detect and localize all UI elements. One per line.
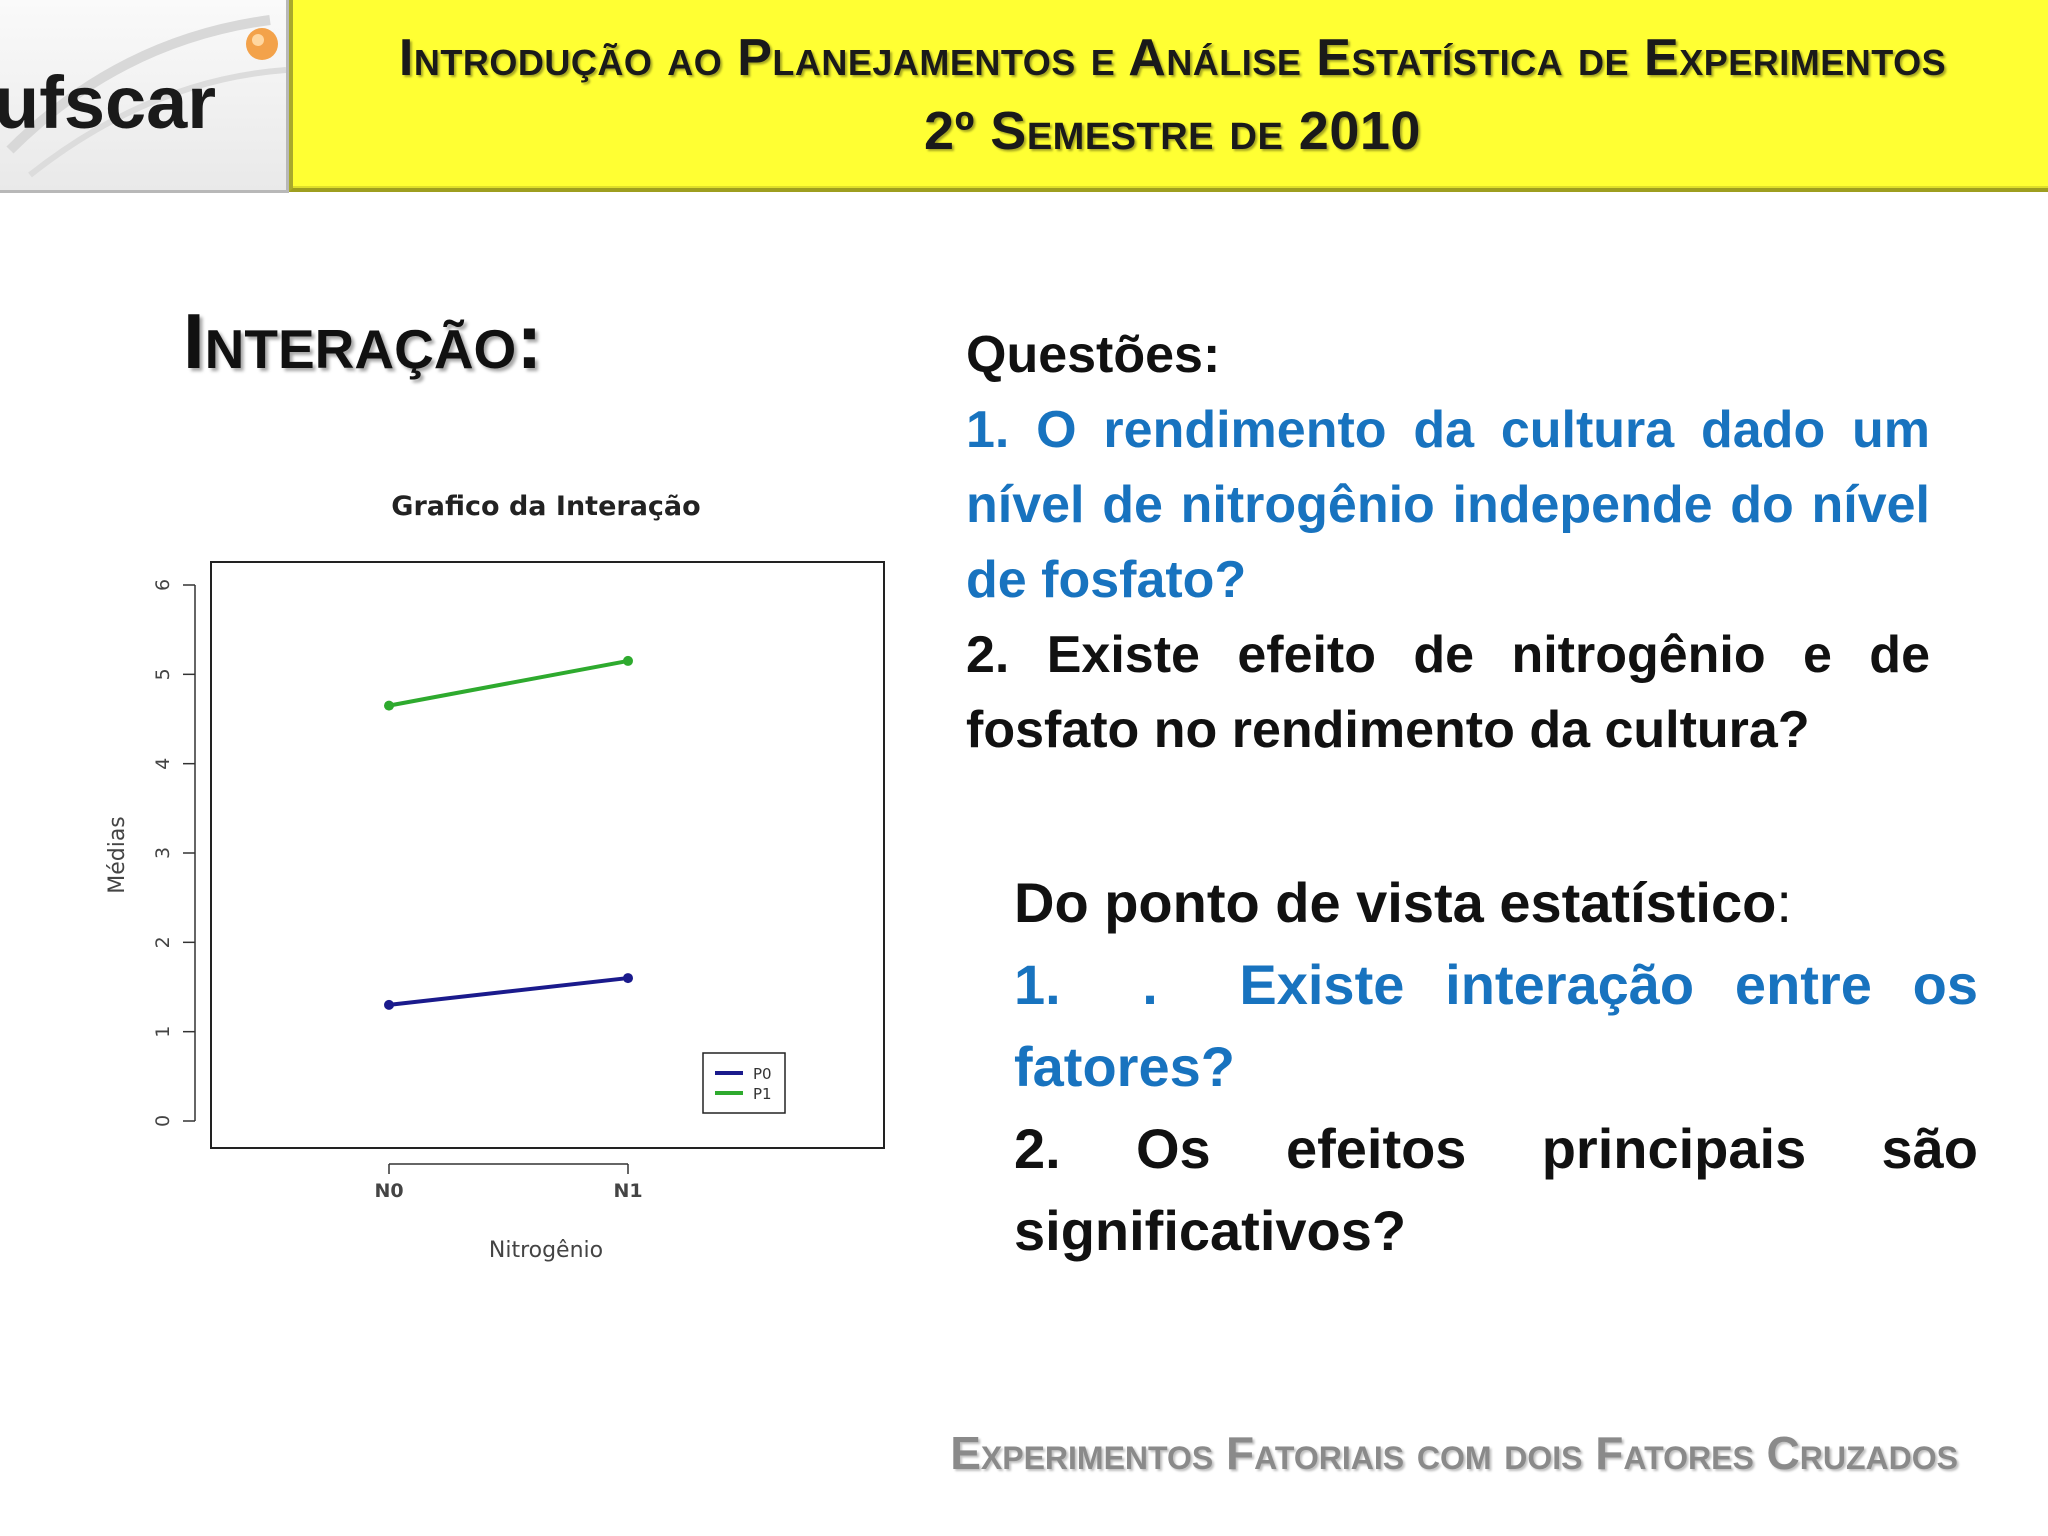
semester-title: 2º Semestre de 2010 [924, 101, 1421, 161]
question-2: 2. Existe efeito de nitrogênio e de fosf… [966, 626, 1930, 759]
stat-question-2: 2. Os efeitos principais são significati… [1014, 1117, 1978, 1262]
question-1: 1. O rendimento da cultura dado um nível… [966, 401, 1930, 609]
section-title: Interação: [183, 297, 543, 385]
x-tick-label-N0: N0 [374, 1180, 403, 1202]
legend-label-p0: P0 [753, 1065, 772, 1083]
y-tick-label-6: 6 [152, 579, 174, 591]
x-axis-label: Nitrogênio [489, 1238, 603, 1263]
y-axis: 0 1 2 3 4 5 6 [152, 579, 196, 1127]
plot-frame [210, 561, 885, 1149]
series-line-p0 [388, 976, 629, 1007]
legend-label-p1: P1 [753, 1085, 772, 1103]
statistical-heading: Do ponto de vista estatístico: [1014, 862, 1978, 944]
point-p0-n0 [384, 999, 394, 1010]
series-line-p1 [388, 658, 629, 708]
series-layer [384, 655, 633, 1010]
course-title: Introdução ao Planejamentos e Análise Es… [398, 29, 1947, 87]
y-tick-label-5: 5 [152, 668, 174, 680]
legend-box [702, 1052, 786, 1114]
point-p1-n0 [384, 700, 394, 711]
y-tick-label-1: 1 [152, 1026, 174, 1038]
point-p1-n1 [623, 655, 633, 666]
y-tick-label-0: 0 [152, 1115, 174, 1127]
ufscar-logo: ufscar [0, 0, 289, 193]
questions-block: Questões: 1. O rendimento da cultura dad… [966, 318, 1930, 768]
y-axis-label: Médias [105, 816, 130, 894]
statistical-heading-text: Do ponto de vista estatístico [1014, 871, 1777, 934]
chart-title: Grafico da Interação [391, 491, 700, 522]
x-axis: N0 N1 [374, 1163, 643, 1202]
footer-title: Experimentos Fatoriais com dois Fatores … [950, 1427, 1958, 1479]
y-tick-label-2: 2 [152, 936, 174, 948]
header-bar: Introdução ao Planejamentos e Análise Es… [289, 0, 2048, 192]
questions-heading: Questões: [966, 326, 1221, 384]
point-p0-n1 [623, 973, 633, 984]
ufscar-logo-graphic: ufscar [0, 15, 286, 178]
logo-text: ufscar [0, 61, 216, 144]
y-tick-label-4: 4 [152, 758, 174, 770]
statistical-heading-colon: : [1776, 871, 1792, 934]
x-tick-label-N1: N1 [613, 1180, 642, 1202]
statistical-block: Do ponto de vista estatístico: 1. . Exis… [1014, 862, 1978, 1272]
stat-question-1: 1. . Existe interação entre os fatores? [1014, 953, 1994, 1098]
y-tick-label-3: 3 [152, 847, 174, 859]
